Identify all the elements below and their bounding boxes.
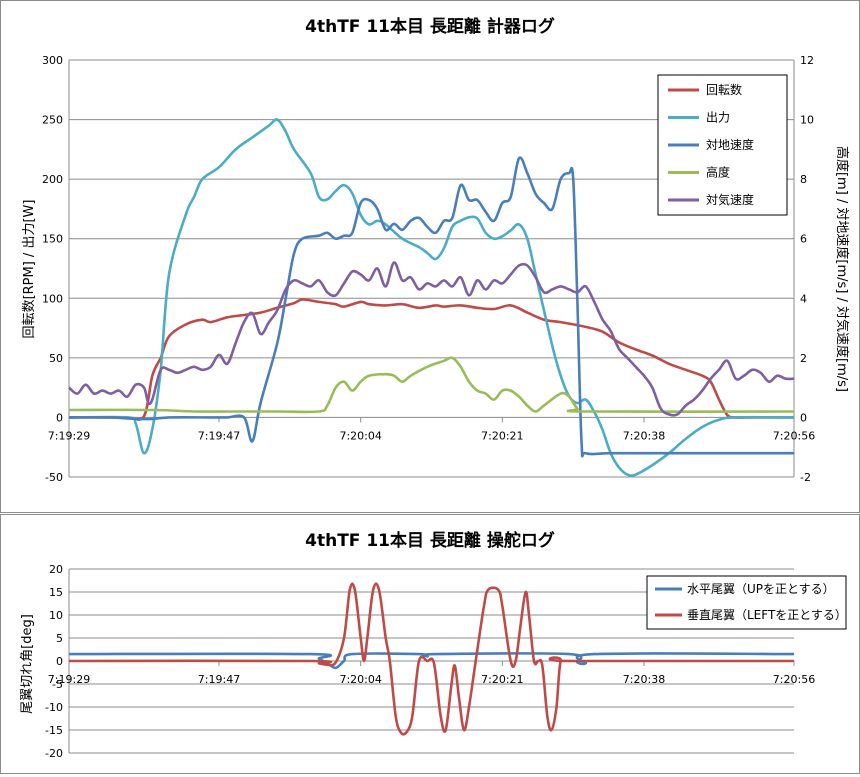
y-tick-label: -10 <box>45 701 63 714</box>
x-tick-label: 7:20:04 <box>339 429 381 442</box>
x-tick-label: 7:20:21 <box>481 429 523 442</box>
legend-label: 水平尾翼（UPを正とする） <box>687 582 835 596</box>
y2-tick-label: 0 <box>800 411 807 424</box>
x-tick-label: 7:20:04 <box>339 673 381 686</box>
y2-tick-label: 6 <box>800 233 807 246</box>
series-line-air <box>68 261 795 417</box>
y2-tick-label: 4 <box>800 292 807 305</box>
legend-label: 対地速度 <box>706 137 754 152</box>
y-tick-label: 20 <box>49 563 63 576</box>
y-tick-label: -15 <box>45 724 63 737</box>
y-axis-label: 尾翼切れ角[deg] <box>20 614 35 714</box>
series-line-rpm <box>69 298 794 421</box>
y-tick-label: 300 <box>42 54 63 67</box>
y2-tick-label: 12 <box>800 54 814 67</box>
legend: 水平尾翼（UPを正とする） 垂直尾翼（LEFTを正とする） <box>646 575 847 630</box>
legend-label: 対気速度 <box>706 192 754 207</box>
x-tick-label: 7:19:47 <box>198 673 240 686</box>
legend-label: 回転数 <box>706 82 742 97</box>
y-tick-label: -5 <box>52 678 63 691</box>
y2-tick-label: -2 <box>800 471 811 484</box>
steering-log-panel: 4thTF 11本目 長距離 操舵ログ -20 -15 -10 -5 0 5 10 15 20 7… <box>0 514 860 774</box>
series-line-rudder <box>68 582 794 736</box>
x-tick-label: 7:20:38 <box>623 673 665 686</box>
x-tick-label: 7:20:38 <box>623 429 665 442</box>
y-tick-label: 50 <box>49 352 63 365</box>
chart-title: 4thTF 11本目 長距離 操舵ログ <box>305 530 555 551</box>
series-line-ground <box>68 156 794 458</box>
series-line-elevator <box>68 652 795 670</box>
x-tick-label: 7:19:47 <box>198 429 240 442</box>
y2-tick-label: 10 <box>800 114 814 127</box>
x-tick-label: 7:20:56 <box>773 429 815 442</box>
y-tick-label: 250 <box>42 114 63 127</box>
y-tick-label: 150 <box>42 233 63 246</box>
x-tick-label: 7:19:29 <box>48 673 90 686</box>
y-axis-label-right: 高度[m] / 対地速度[m/s] / 対気速度[m/s] <box>834 146 850 392</box>
y2-tick-label: 8 <box>800 173 807 186</box>
steering-log-chart: 4thTF 11本目 長距離 操舵ログ -20 -15 -10 -5 0 5 10 15 20 7… <box>20 530 847 760</box>
instrument-log-chart: 4thTF 11本目 長距離 計器ログ -5005010015020025030… <box>22 16 850 484</box>
chart-title: 4thTF 11本目 長距離 計器ログ <box>305 16 555 37</box>
series-line-alt <box>68 356 795 414</box>
y2-tick-label: 2 <box>800 352 807 365</box>
y-tick-label: 10 <box>49 609 63 622</box>
instrument-log-panel: 4thTF 11本目 長距離 計器ログ -50 0 50 100 150 200 250 30… <box>0 0 860 513</box>
y-tick-label: 0 <box>56 411 63 424</box>
x-tick-label: 7:19:29 <box>48 429 90 442</box>
y-tick-label: -50 <box>45 471 63 484</box>
x-tick-label: 7:20:21 <box>481 673 523 686</box>
y-tick-label: 15 <box>49 586 63 599</box>
y-tick-label: 100 <box>42 292 63 305</box>
legend-label: 垂直尾翼（LEFTを正とする） <box>687 608 847 622</box>
y-tick-label: 200 <box>42 173 63 186</box>
y-tick-label: 5 <box>56 632 63 645</box>
y-tick-label: -20 <box>45 747 63 760</box>
x-tick-label: 7:20:56 <box>773 673 815 686</box>
legend-label: 高度 <box>706 165 730 180</box>
y-axis-label-left: 回転数[RPM] / 出力[W] <box>22 200 37 339</box>
legend-label: 出力 <box>706 111 730 125</box>
y-tick-label: 0 <box>56 655 63 668</box>
